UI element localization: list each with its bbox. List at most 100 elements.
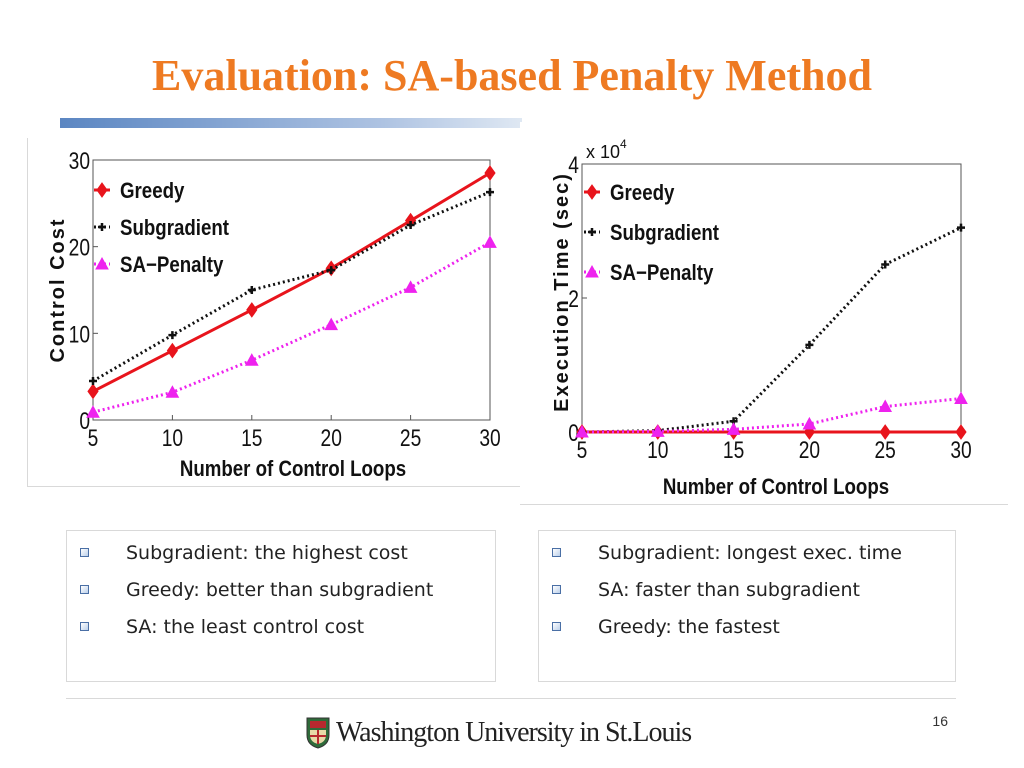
list-item: Subgradient: longest exec. time xyxy=(539,541,955,578)
bullet-text: SA: the least control cost xyxy=(126,616,365,638)
time-chart-x-tick-label: 30 xyxy=(950,436,971,464)
cost-chart-data-point xyxy=(406,221,415,229)
time-chart-y-tick-label: 2 xyxy=(568,285,579,313)
footer-divider xyxy=(66,698,956,699)
time-chart-x-tick-label: 5 xyxy=(577,436,588,464)
time-chart-y-tick-label: 4 xyxy=(568,151,579,179)
square-bullet-icon xyxy=(80,622,89,631)
time-chart-data-point xyxy=(805,340,814,349)
time-chart-x-tick-label: 15 xyxy=(723,436,744,464)
time-chart-x-tick-label: 10 xyxy=(647,436,668,464)
cost-chart-series-line xyxy=(92,171,491,393)
cost-chart-x-axis-label: Number of Control Loops xyxy=(180,458,406,482)
time-chart-y-axis-label: Execution Time (sec) xyxy=(551,172,573,412)
cost-chart-x-tick-label: 25 xyxy=(400,424,421,452)
time-chart-data-point xyxy=(802,416,817,430)
list-item: Subgradient: the highest cost xyxy=(67,541,495,578)
time-chart-x-axis-label: Number of Control Loops xyxy=(663,476,889,500)
time-chart-legend-marker xyxy=(588,228,596,236)
square-bullet-icon xyxy=(552,548,561,557)
time-chart-y-multiplier-exponent: 4 xyxy=(620,137,627,151)
university-shield-icon xyxy=(306,717,330,749)
time-chart-series-2 xyxy=(575,391,968,438)
cost-chart-legend-label: Greedy xyxy=(120,180,185,204)
list-item: SA: the least control cost xyxy=(67,615,495,652)
time-chart-x-tick-label: 20 xyxy=(799,436,820,464)
cost-chart-series-0 xyxy=(87,165,496,400)
execution-time-chart: 5 10 15 20 25 30 0 2 4 Number of Control Loops Exe… xyxy=(520,122,1008,505)
university-logo: Washington University in St.Louis xyxy=(306,713,692,753)
slide-title: Evaluation: SA-based Penalty Method xyxy=(152,51,872,100)
time-chart-legend-label: Subgradient xyxy=(610,222,719,246)
cost-chart-y-tick-label: 30 xyxy=(69,147,90,175)
time-chart-y-tick-label: 0 xyxy=(568,419,579,447)
control-cost-chart: 5 10 15 20 25 30 0 10 20 30 Number of Control Loop… xyxy=(27,138,521,487)
time-chart-data-point xyxy=(575,424,589,438)
control-cost-chart-svg: 5 10 15 20 25 30 0 10 20 30 Number of Control Loop… xyxy=(47,147,501,482)
execution-time-chart-svg: 5 10 15 20 25 30 0 2 4 Number of Control Loops Exe… xyxy=(551,137,972,500)
cost-chart-x-tick-label: 5 xyxy=(88,424,99,452)
square-bullet-icon xyxy=(80,585,89,594)
bullet-text: SA: faster than subgradient xyxy=(598,579,860,601)
cost-chart-data-point xyxy=(166,342,179,359)
time-chart-data-point xyxy=(879,424,891,440)
cost-chart-series-1 xyxy=(89,188,494,385)
cost-chart-x-tick-label: 10 xyxy=(162,424,183,452)
time-chart-y-multiplier: x 10 xyxy=(586,142,620,162)
time-chart-data-point xyxy=(650,424,665,437)
cost-chart-legend-marker xyxy=(96,182,108,198)
cost-chart-data-point xyxy=(86,405,100,418)
cost-chart-data-point xyxy=(246,302,258,318)
cost-findings-box: Subgradient: the highest cost Greedy: be… xyxy=(66,530,496,682)
cost-chart-data-point xyxy=(244,353,259,366)
time-chart-legend-label: Greedy xyxy=(610,182,675,206)
cost-chart-series-line xyxy=(92,190,491,383)
bullet-text: Subgradient: longest exec. time xyxy=(598,542,902,564)
cost-chart-data-point xyxy=(247,286,256,294)
square-bullet-icon xyxy=(80,548,89,557)
list-item: Greedy: better than subgradient xyxy=(67,578,495,615)
cost-chart-data-point xyxy=(165,385,180,398)
cost-chart-legend-marker xyxy=(95,256,109,270)
time-chart-legend-marker xyxy=(586,184,598,200)
bullet-text: Subgradient: the highest cost xyxy=(126,542,408,564)
cost-chart-legend-label: SA−Penalty xyxy=(120,254,224,278)
time-chart-plot-area xyxy=(581,163,962,433)
time-chart-data-point xyxy=(955,424,967,440)
cost-chart-data-point xyxy=(324,317,339,331)
cost-chart-y-tick-label: 10 xyxy=(69,320,90,348)
cost-chart-x-tick-label: 15 xyxy=(241,424,262,452)
time-chart-data-point xyxy=(881,260,890,269)
cost-chart-data-point xyxy=(403,280,418,293)
cost-chart-legend-label: Subgradient xyxy=(120,217,229,241)
list-item: Greedy: the fastest xyxy=(539,615,955,652)
logo-text: Washington University in St.Louis xyxy=(336,717,692,748)
time-chart-data-point xyxy=(957,223,965,232)
page-number: 16 xyxy=(932,713,948,729)
square-bullet-icon xyxy=(552,622,561,631)
time-findings-list: Subgradient: longest exec. time SA: fast… xyxy=(539,541,955,652)
time-chart-legend-marker xyxy=(585,264,599,278)
time-chart-series-line xyxy=(581,226,962,434)
time-chart-data-point xyxy=(954,391,968,404)
cost-chart-data-point xyxy=(484,165,496,181)
time-chart-data-point xyxy=(878,399,893,413)
cost-chart-legend-marker xyxy=(98,223,106,231)
time-chart-x-tick-label: 25 xyxy=(875,436,896,464)
time-chart-data-point xyxy=(726,422,741,435)
cost-chart-data-point xyxy=(89,377,97,385)
time-chart-legend-label: SA−Penalty xyxy=(610,262,714,286)
cost-chart-data-point xyxy=(87,383,99,400)
cost-chart-data-point xyxy=(168,331,177,340)
bullet-text: Greedy: the fastest xyxy=(598,616,780,638)
cost-chart-y-axis-label: Control Cost xyxy=(47,217,69,362)
cost-chart-y-tick-label: 20 xyxy=(69,234,90,262)
cost-findings-list: Subgradient: the highest cost Greedy: be… xyxy=(67,541,495,652)
cost-chart-data-point xyxy=(486,188,494,197)
cost-chart-data-point xyxy=(327,266,336,275)
list-item: SA: faster than subgradient xyxy=(539,578,955,615)
time-findings-box: Subgradient: longest exec. time SA: fast… xyxy=(538,530,956,682)
cost-chart-data-point xyxy=(483,235,497,248)
cost-chart-x-tick-label: 20 xyxy=(321,424,342,452)
cost-chart-y-tick-label: 0 xyxy=(79,407,90,435)
